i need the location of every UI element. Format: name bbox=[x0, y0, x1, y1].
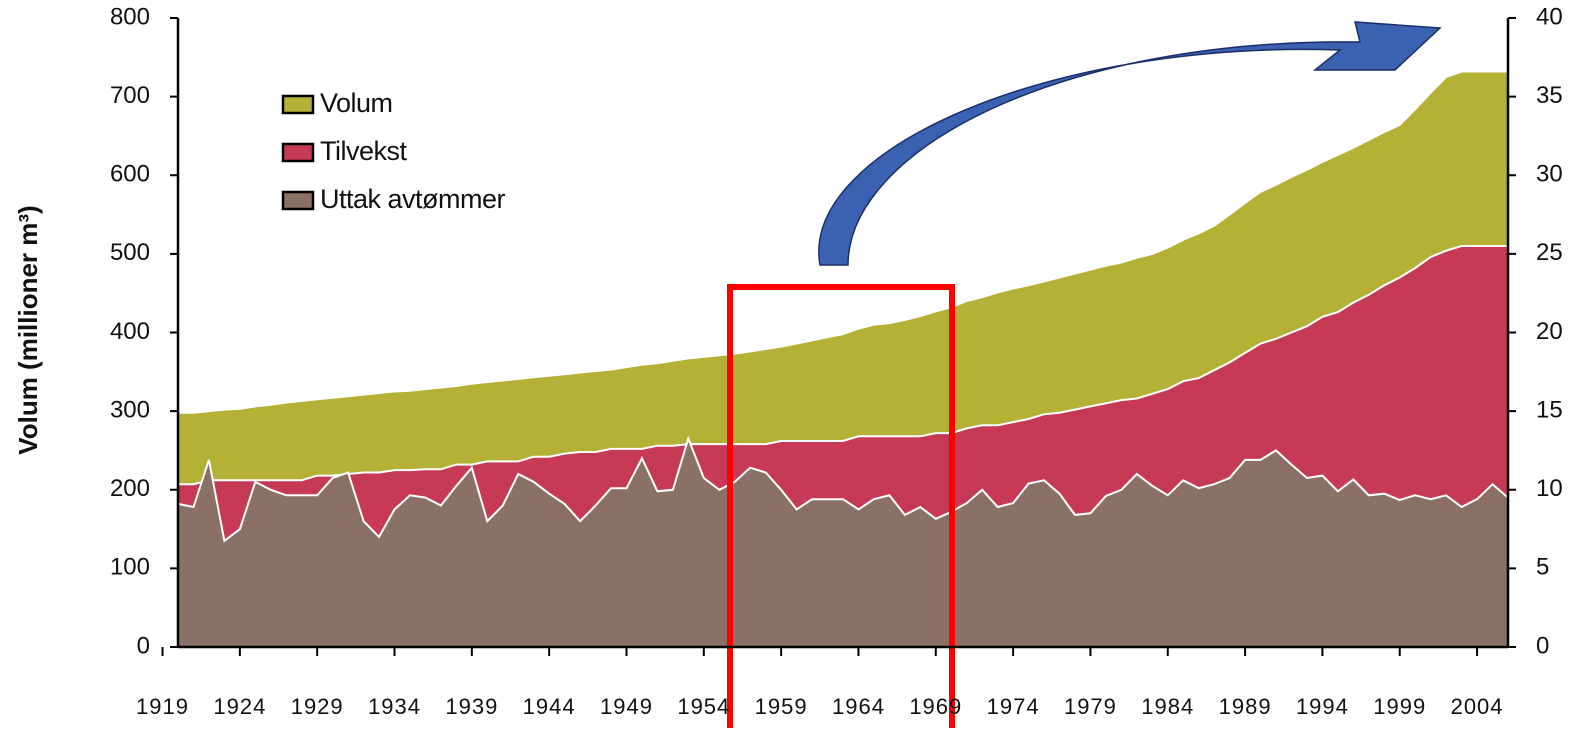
arrow bbox=[818, 21, 1442, 266]
x-tick-label: 1934 bbox=[368, 694, 421, 719]
y2-tick-label: 35 bbox=[1536, 82, 1563, 109]
x-tick-label: 1969 bbox=[909, 694, 962, 719]
legend-swatch bbox=[281, 190, 315, 211]
x-tick-label: 1974 bbox=[987, 694, 1040, 719]
y-tick-label: 400 bbox=[110, 318, 150, 345]
x-tick-label: 2004 bbox=[1451, 694, 1504, 719]
y-tick-label: 800 bbox=[110, 3, 150, 30]
legend-label: Volum bbox=[320, 88, 393, 118]
legend-swatch bbox=[281, 94, 315, 115]
area-edge bbox=[177, 435, 1509, 543]
y2-tick-label: 25 bbox=[1536, 239, 1563, 266]
x-tick-label: 1944 bbox=[523, 694, 576, 719]
y2-tick-label: 0 bbox=[1536, 632, 1549, 659]
x-tick-label: 1959 bbox=[755, 694, 808, 719]
x-tick-label: 1939 bbox=[445, 694, 498, 719]
legend-swatch bbox=[281, 142, 315, 163]
y2-tick-label: 40 bbox=[1536, 3, 1563, 30]
y-tick-label: 200 bbox=[110, 475, 150, 502]
x-tick-label: 1999 bbox=[1373, 694, 1426, 719]
y2-tick-label: 30 bbox=[1536, 161, 1563, 188]
x-tick-label: 1994 bbox=[1296, 694, 1349, 719]
y-tick-label: 300 bbox=[110, 396, 150, 423]
y2-tick-label: 5 bbox=[1536, 554, 1549, 581]
y-tick-label: 0 bbox=[137, 632, 150, 659]
y2-tick-label: 15 bbox=[1536, 396, 1563, 423]
x-tick-label: 1949 bbox=[600, 694, 653, 719]
area-edge bbox=[178, 245, 1508, 486]
y-tick-label: 700 bbox=[110, 82, 150, 109]
y-tick-label: 500 bbox=[110, 239, 150, 266]
x-tick-label: 1919 bbox=[136, 694, 189, 719]
highlight-box bbox=[727, 284, 955, 733]
y-tick-label: 600 bbox=[110, 161, 150, 188]
plot-area bbox=[177, 70, 1509, 647]
x-tick-label: 1964 bbox=[832, 694, 885, 719]
y2-tick-label: 10 bbox=[1536, 475, 1563, 502]
y-tick-label: 100 bbox=[110, 554, 150, 581]
x-tick-label: 1979 bbox=[1064, 694, 1117, 719]
area-edge bbox=[178, 70, 1508, 414]
legend-label: Tilvekst bbox=[320, 136, 408, 166]
legend-label: Uttak avtømmer bbox=[320, 184, 506, 214]
y-axis-label: Volum (millioner m³) bbox=[13, 205, 43, 454]
x-tick-label: 1984 bbox=[1141, 694, 1194, 719]
y2-tick-label: 20 bbox=[1536, 318, 1563, 345]
x-tick-label: 1924 bbox=[213, 694, 266, 719]
x-tick-label: 1989 bbox=[1219, 694, 1272, 719]
x-tick-label: 1954 bbox=[677, 694, 730, 719]
x-tick-label: 1929 bbox=[291, 694, 344, 719]
